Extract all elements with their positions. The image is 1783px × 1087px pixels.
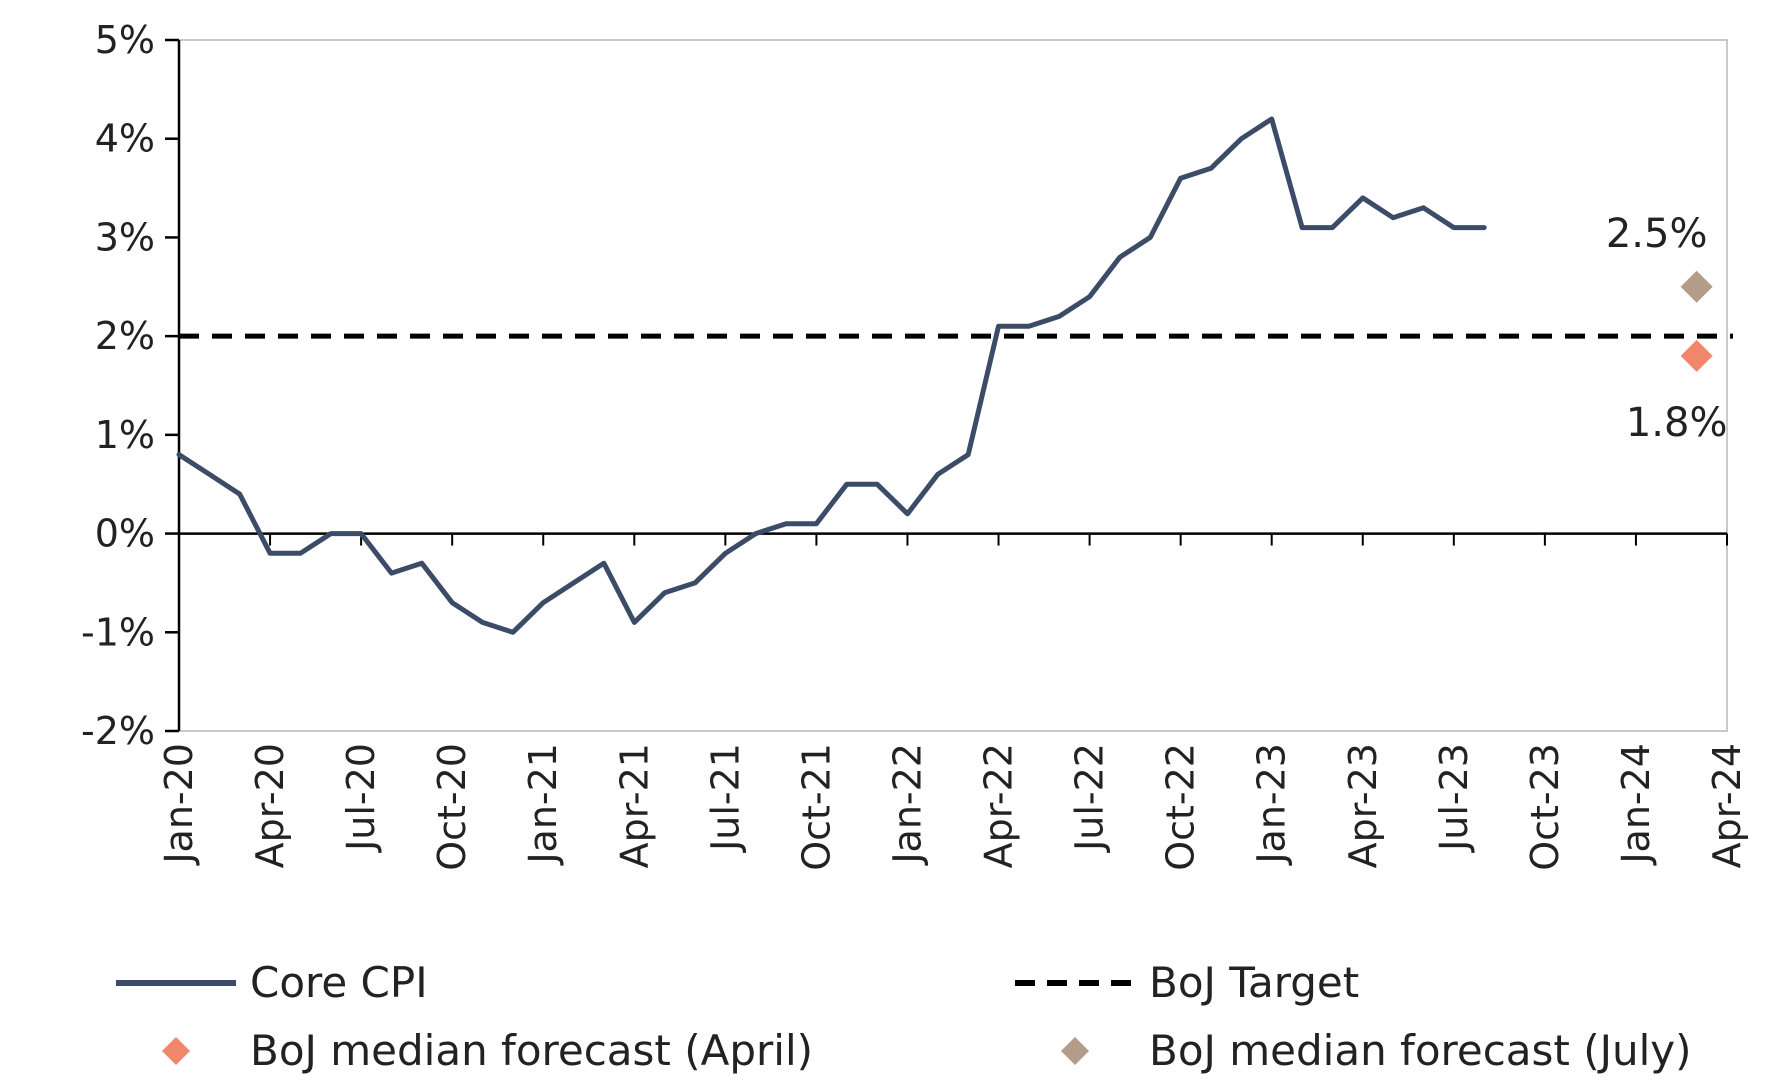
x-tick-label: Apr-22 bbox=[977, 743, 1021, 868]
forecast-april-label: 1.8% bbox=[1626, 400, 1728, 446]
legend-label: BoJ median forecast (July) bbox=[1149, 1026, 1692, 1075]
x-tick-label: Oct-23 bbox=[1523, 743, 1567, 871]
y-tick-label: -1% bbox=[81, 610, 155, 654]
x-tick-label: Jan-21 bbox=[521, 743, 565, 866]
x-axis: Jan-20 Apr-20 Jul-20 Oct-20 Jan-21 Apr-21 Jul-… bbox=[157, 533, 1749, 871]
legend-label: BoJ median forecast (April) bbox=[250, 1026, 813, 1075]
y-tick-label: -2% bbox=[81, 709, 155, 753]
y-tick-label: 5% bbox=[95, 18, 155, 62]
y-tick-label: 2% bbox=[95, 314, 155, 358]
x-tick-label: Apr-21 bbox=[612, 743, 656, 868]
x-tick-label: Jul-20 bbox=[339, 743, 383, 853]
legend-swatch-forecast-april bbox=[162, 1037, 190, 1065]
x-tick-label: Jul-22 bbox=[1068, 743, 1112, 853]
y-tick-label: 1% bbox=[95, 413, 155, 457]
x-tick-label: Oct-20 bbox=[430, 743, 474, 871]
x-tick-label: Apr-24 bbox=[1705, 743, 1749, 868]
core-cpi-series bbox=[176, 116, 1487, 635]
x-tick-label: Oct-22 bbox=[1159, 743, 1203, 871]
y-tick-label: 4% bbox=[95, 117, 155, 161]
forecast-markers: 1.8% 2.5% bbox=[1606, 211, 1728, 446]
plot-frame bbox=[178, 39, 1728, 732]
forecast-july-marker bbox=[1680, 270, 1713, 303]
x-tick-label: Jul-21 bbox=[703, 743, 747, 853]
core-cpi-line bbox=[176, 116, 1487, 635]
y-tick-label: 3% bbox=[95, 215, 155, 259]
y-axis: -2% -1% 0% 1% 2% 3% 4% 5% bbox=[81, 18, 181, 753]
x-tick-label: Jan-20 bbox=[157, 743, 201, 866]
plot-border bbox=[178, 39, 1728, 732]
x-tick-label: Apr-23 bbox=[1341, 743, 1385, 868]
legend-label: Core CPI bbox=[250, 958, 428, 1007]
forecast-april-marker bbox=[1680, 339, 1713, 372]
x-tick-label: Jan-22 bbox=[885, 743, 929, 866]
legend-label: BoJ Target bbox=[1149, 958, 1359, 1007]
forecast-july-label: 2.5% bbox=[1606, 211, 1708, 257]
legend: Core CPI BoJ Target BoJ median forecast (A… bbox=[116, 958, 1692, 1075]
x-tick-label: Oct-21 bbox=[794, 743, 838, 871]
x-tick-label: Apr-20 bbox=[248, 743, 292, 868]
x-tick-label: Jan-23 bbox=[1250, 743, 1294, 866]
x-tick-label: Jul-23 bbox=[1432, 743, 1476, 853]
y-tick-label: 0% bbox=[95, 512, 155, 556]
x-tick-label: Jan-24 bbox=[1614, 743, 1658, 866]
legend-swatch-forecast-july bbox=[1061, 1037, 1089, 1065]
